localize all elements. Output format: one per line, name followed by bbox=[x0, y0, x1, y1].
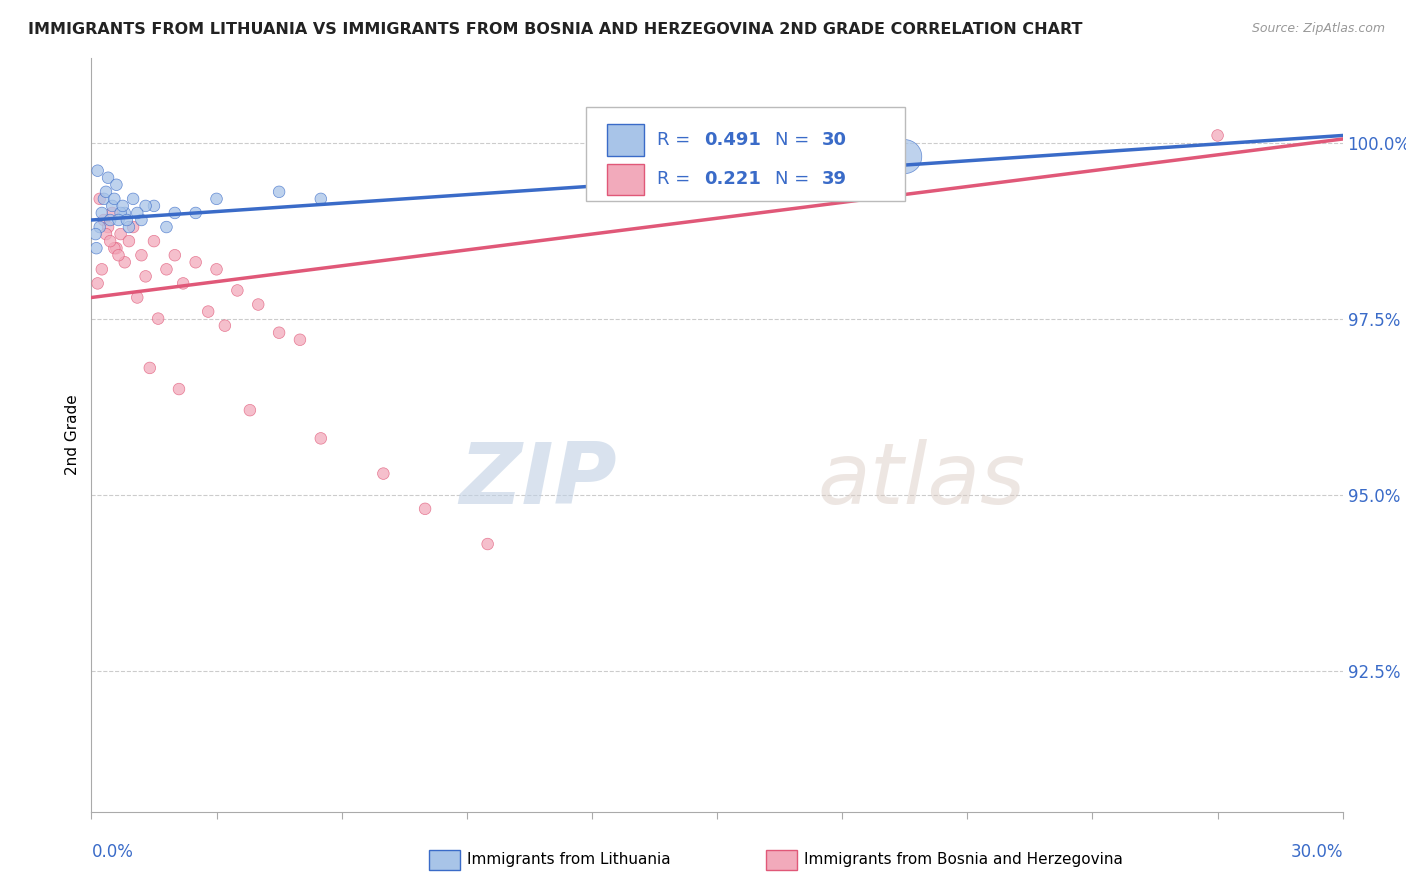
Point bbox=[127, 206, 149, 220]
Point bbox=[288, 333, 311, 347]
Point bbox=[1206, 128, 1229, 143]
Point bbox=[89, 192, 111, 206]
FancyBboxPatch shape bbox=[586, 107, 905, 202]
Point bbox=[226, 284, 249, 298]
Y-axis label: 2nd Grade: 2nd Grade bbox=[65, 394, 80, 475]
Text: atlas: atlas bbox=[817, 439, 1025, 522]
Point bbox=[110, 227, 132, 241]
Point bbox=[122, 192, 145, 206]
Point bbox=[101, 199, 124, 213]
Text: 0.491: 0.491 bbox=[704, 131, 762, 149]
Text: N =: N = bbox=[775, 170, 814, 188]
Point bbox=[97, 220, 120, 235]
Point bbox=[373, 467, 395, 481]
Point bbox=[122, 220, 145, 235]
Text: Source: ZipAtlas.com: Source: ZipAtlas.com bbox=[1251, 22, 1385, 36]
Point bbox=[89, 220, 111, 235]
Point bbox=[118, 234, 141, 248]
Point bbox=[163, 206, 186, 220]
Text: R =: R = bbox=[657, 170, 696, 188]
Point bbox=[205, 192, 228, 206]
Text: 0.0%: 0.0% bbox=[91, 843, 134, 861]
Point bbox=[155, 262, 177, 277]
Point bbox=[105, 241, 128, 255]
Point bbox=[184, 206, 207, 220]
Point bbox=[114, 255, 136, 269]
Text: 39: 39 bbox=[823, 170, 848, 188]
Text: 30: 30 bbox=[823, 131, 848, 149]
Point bbox=[167, 382, 190, 396]
Point bbox=[103, 241, 125, 255]
Point bbox=[205, 262, 228, 277]
Point bbox=[107, 213, 129, 227]
Point bbox=[111, 199, 134, 213]
Point bbox=[86, 277, 108, 291]
Point bbox=[84, 227, 107, 241]
Point bbox=[105, 178, 128, 192]
Point bbox=[94, 185, 117, 199]
Point bbox=[239, 403, 262, 417]
Point bbox=[135, 269, 157, 284]
Point bbox=[86, 163, 108, 178]
Point bbox=[172, 277, 194, 291]
Point bbox=[139, 360, 162, 375]
Point bbox=[98, 234, 121, 248]
Point bbox=[214, 318, 236, 333]
Text: IMMIGRANTS FROM LITHUANIA VS IMMIGRANTS FROM BOSNIA AND HERZEGOVINA 2ND GRADE CO: IMMIGRANTS FROM LITHUANIA VS IMMIGRANTS … bbox=[28, 22, 1083, 37]
Text: Immigrants from Bosnia and Herzegovina: Immigrants from Bosnia and Herzegovina bbox=[804, 853, 1123, 867]
Point bbox=[247, 297, 270, 311]
Text: N =: N = bbox=[775, 131, 814, 149]
FancyBboxPatch shape bbox=[607, 163, 644, 195]
Point bbox=[894, 150, 917, 164]
Point bbox=[155, 220, 177, 235]
Point bbox=[163, 248, 186, 262]
Point bbox=[309, 431, 332, 445]
Point bbox=[477, 537, 499, 551]
Point bbox=[107, 248, 129, 262]
Point bbox=[101, 206, 124, 220]
Point bbox=[267, 185, 290, 199]
Point bbox=[86, 241, 108, 255]
Text: ZIP: ZIP bbox=[460, 439, 617, 522]
Point bbox=[309, 192, 332, 206]
Point bbox=[143, 199, 166, 213]
FancyBboxPatch shape bbox=[607, 124, 644, 156]
Point bbox=[97, 170, 120, 185]
Point bbox=[90, 206, 112, 220]
Point bbox=[93, 192, 115, 206]
Point bbox=[93, 213, 115, 227]
Point bbox=[103, 192, 125, 206]
Point bbox=[413, 501, 436, 516]
Point bbox=[131, 213, 153, 227]
Point bbox=[131, 248, 153, 262]
Point bbox=[94, 227, 117, 241]
Point bbox=[127, 291, 149, 305]
Point bbox=[184, 255, 207, 269]
Text: 30.0%: 30.0% bbox=[1291, 843, 1343, 861]
Point bbox=[98, 213, 121, 227]
Point bbox=[118, 220, 141, 235]
Point bbox=[146, 311, 169, 326]
Text: 0.221: 0.221 bbox=[704, 170, 762, 188]
Point bbox=[90, 262, 112, 277]
Point bbox=[135, 199, 157, 213]
Point bbox=[197, 304, 219, 318]
Point bbox=[114, 206, 136, 220]
Point bbox=[267, 326, 290, 340]
Point bbox=[110, 206, 132, 220]
Point bbox=[143, 234, 166, 248]
Text: Immigrants from Lithuania: Immigrants from Lithuania bbox=[467, 853, 671, 867]
Point bbox=[115, 213, 138, 227]
Text: R =: R = bbox=[657, 131, 696, 149]
